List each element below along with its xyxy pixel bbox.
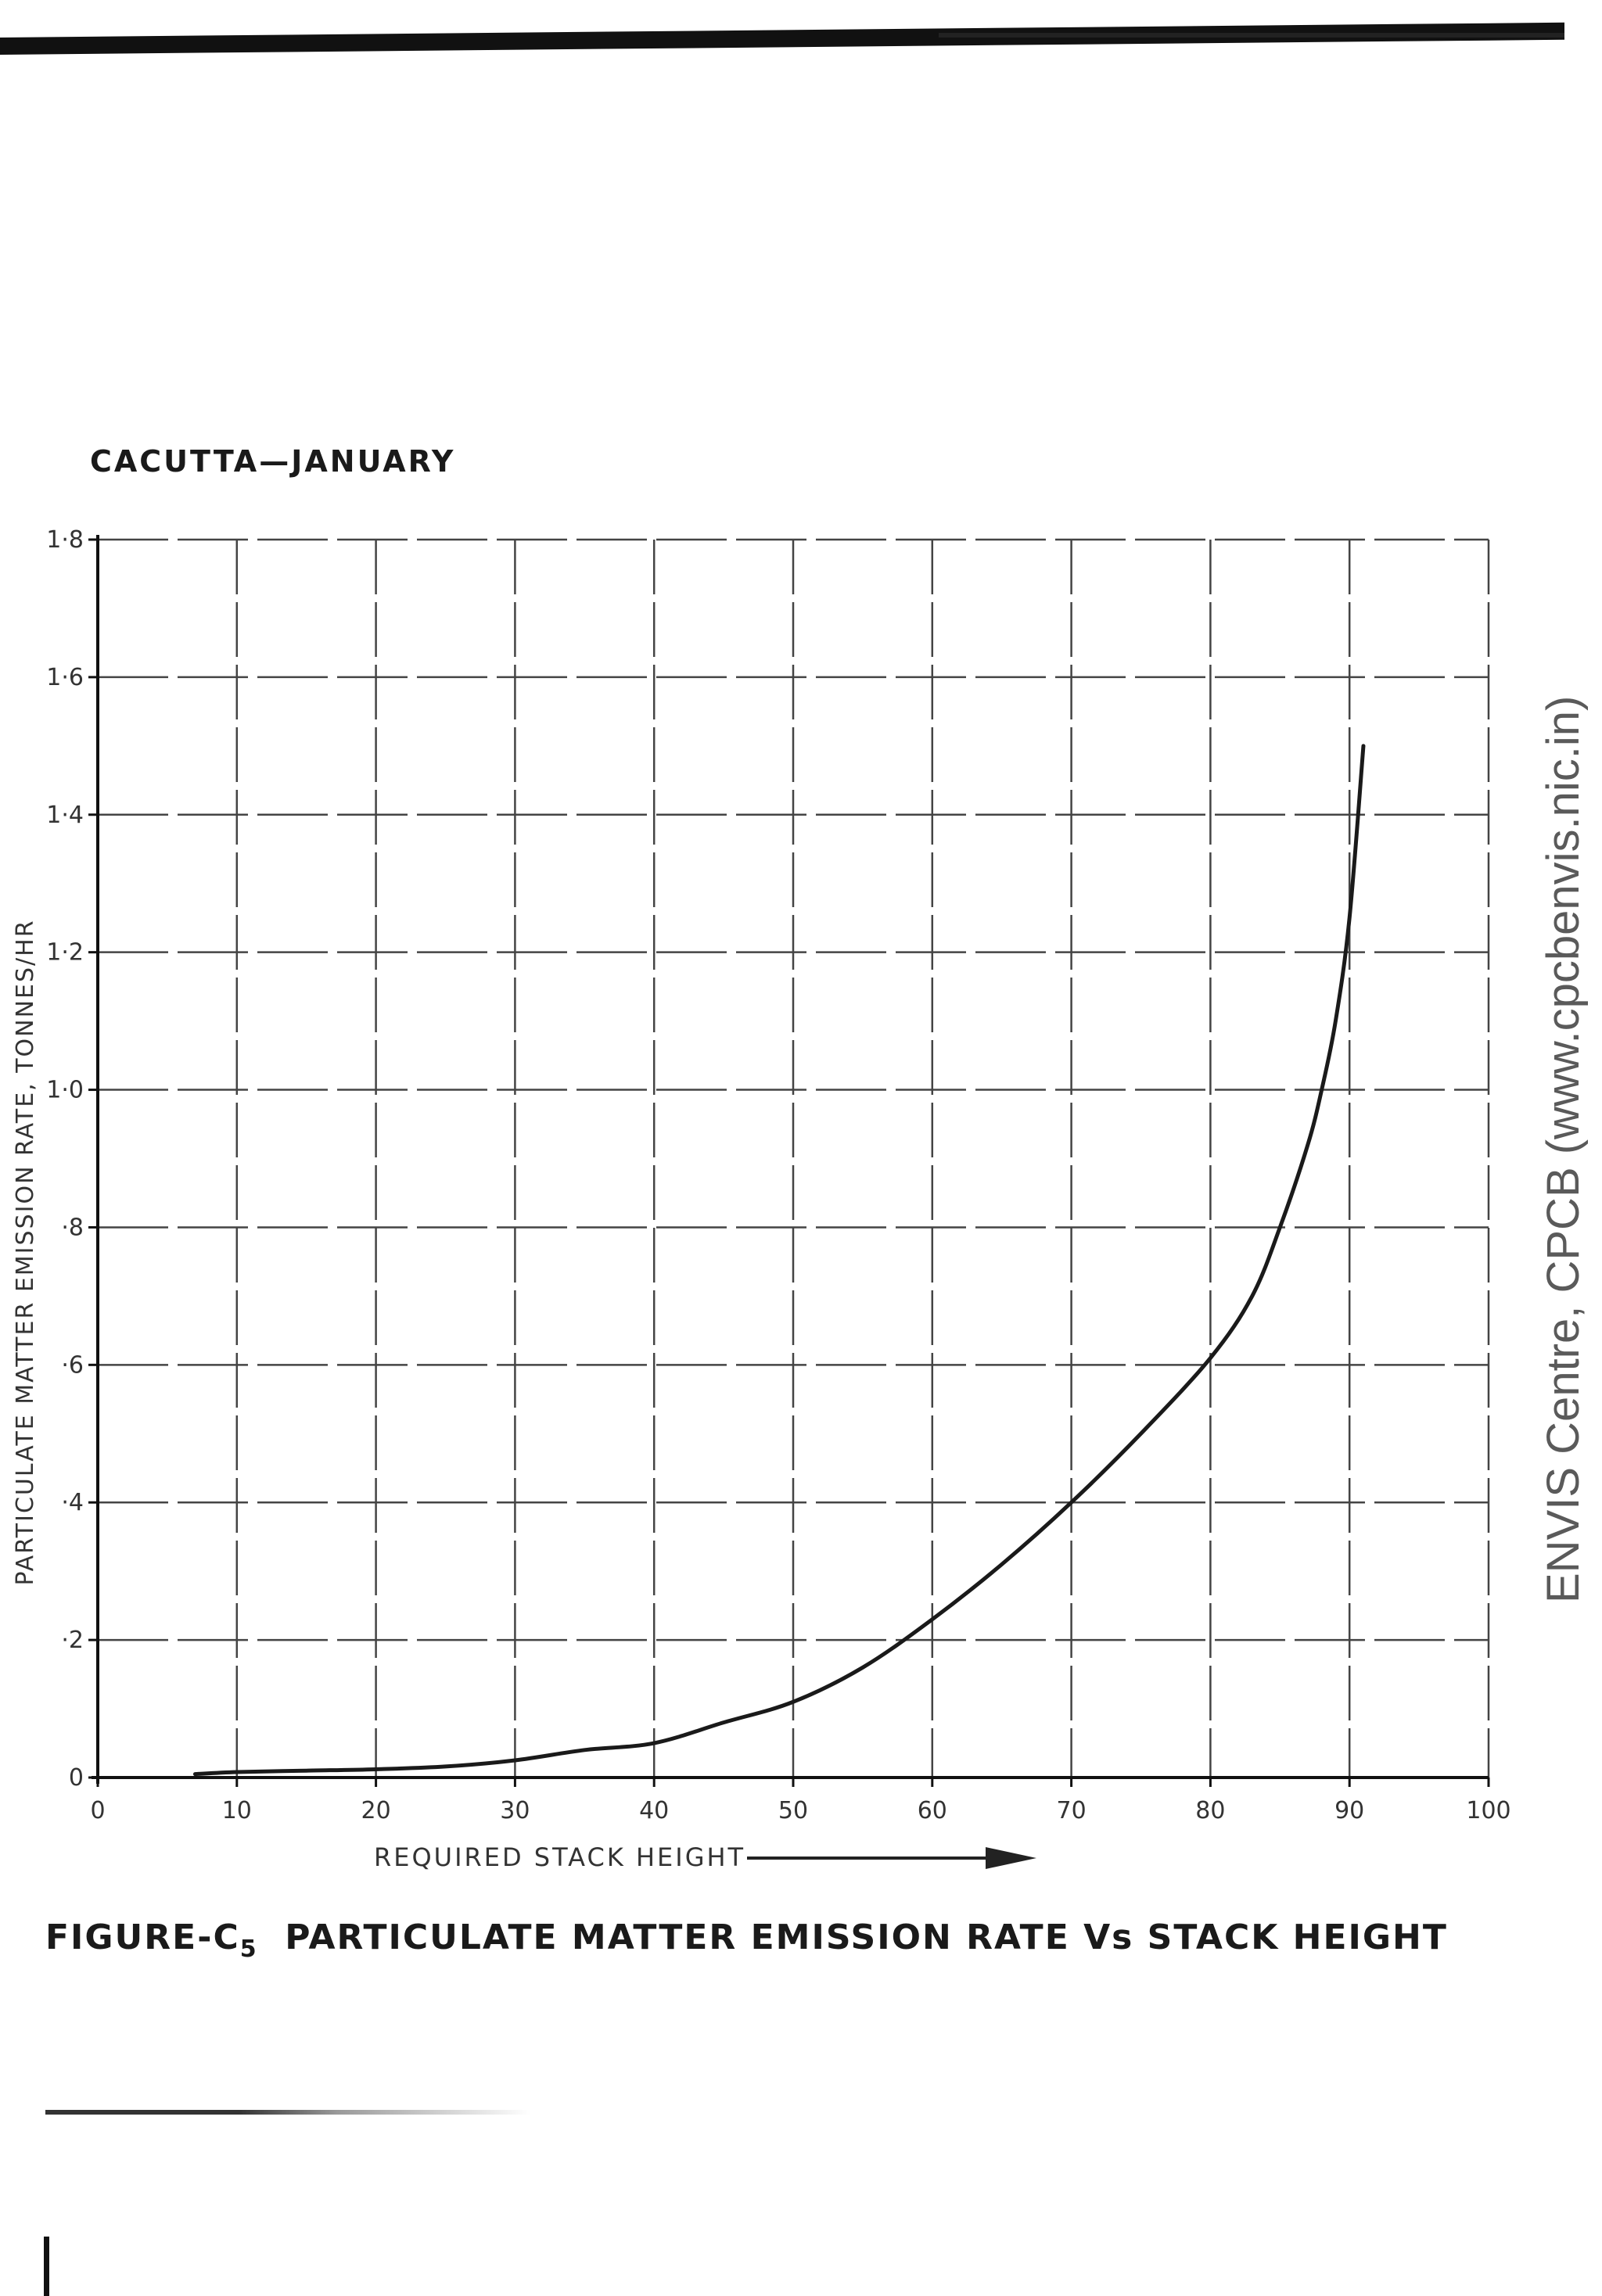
scan-bottom-bar <box>44 2237 49 2296</box>
x-tick-label-100: 100 <box>1466 1797 1510 1824</box>
x-tick-label-20: 20 <box>361 1797 391 1824</box>
y-tick-label-8: 1·6 <box>46 664 84 691</box>
figure-text: PARTICULATE MATTER EMISSION RATE Vs STAC… <box>285 1918 1448 1957</box>
x-axis-label-group: REQUIRED STACK HEIGHT <box>374 1842 1036 1872</box>
y-tick-label-4: ·8 <box>61 1214 84 1241</box>
x-tick-label-90: 90 <box>1334 1797 1364 1824</box>
y-axis-label: PARTICULATE MATTER EMISSION RATE, TONNES… <box>12 919 39 1585</box>
x-axis-arrow-head <box>986 1847 1036 1869</box>
y-tick-label-5: 1·0 <box>46 1077 84 1104</box>
tick-layer: 0 10 20 30 40 50 60 70 80 90 100 0 ·2 ·4 ·6 ·8 1·0 1·2 1·4… <box>12 526 1511 1824</box>
series-layer <box>192 744 1366 1777</box>
y-tick-label-0: 0 <box>69 1764 84 1792</box>
scan-bottom-mark <box>45 2110 530 2115</box>
x-axis-label: REQUIRED STACK HEIGHT <box>374 1842 745 1872</box>
y-tick-label-7: 1·4 <box>46 802 84 829</box>
x-tick-label-50: 50 <box>778 1797 808 1824</box>
figure-caption: FIGURE-C5 PARTICULATE MATTER EMISSION RA… <box>45 1918 1448 1963</box>
y-tick-label-1: ·2 <box>61 1627 84 1654</box>
x-tick-label-0: 0 <box>90 1797 105 1824</box>
axis-layer <box>92 535 1489 1784</box>
x-tick-label-40: 40 <box>639 1797 669 1824</box>
chart-title: CACUTTA—JANUARY <box>90 444 456 479</box>
x-tick-label-10: 10 <box>222 1797 252 1824</box>
x-tick-label-80: 80 <box>1195 1797 1225 1824</box>
figure-label: FIGURE-C <box>45 1918 240 1957</box>
x-tick-label-30: 30 <box>500 1797 530 1824</box>
y-tick-label-3: ·6 <box>61 1351 84 1379</box>
x-tick-label-70: 70 <box>1057 1797 1087 1824</box>
watermark: ENVIS Centre, CPCB (www.cpcbenvis.nic.in… <box>1538 695 1589 1603</box>
series-line-0 <box>192 744 1366 1777</box>
scan-top-rule-thin <box>939 33 1564 38</box>
grid-layer <box>98 538 1490 1778</box>
y-tick-label-9: 1·8 <box>46 526 84 554</box>
y-tick-label-6: 1·2 <box>46 939 84 967</box>
x-tick-label-60: 60 <box>918 1797 947 1824</box>
y-tick-label-2: ·4 <box>61 1489 84 1516</box>
figure-label-sub: 5 <box>239 1935 258 1963</box>
